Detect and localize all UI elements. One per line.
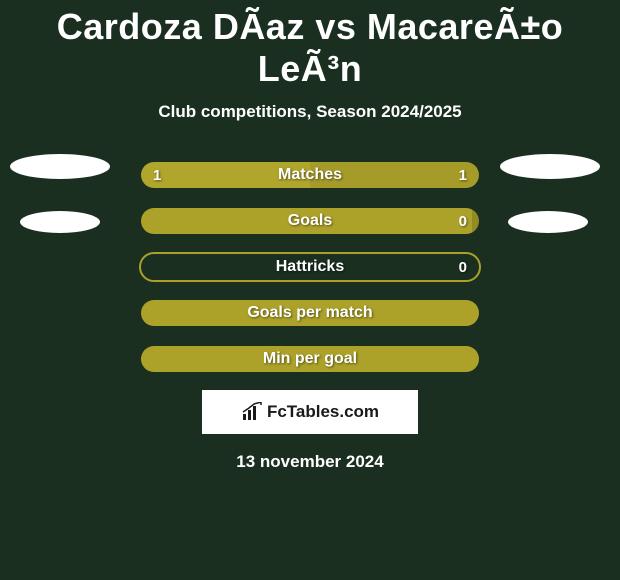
bar-label: Goals per match xyxy=(141,300,479,326)
logo-text: FcTables.com xyxy=(267,402,379,422)
stat-bar: Goals per match xyxy=(139,298,481,328)
stat-bar: Min per goal xyxy=(139,344,481,374)
bar-value-left: 1 xyxy=(153,162,161,188)
bar-value-right: 1 xyxy=(459,162,467,188)
bar-value-right: 0 xyxy=(459,208,467,234)
stat-bar: Hattricks0 xyxy=(139,252,481,282)
right-player-avatars xyxy=(500,154,600,233)
left-player-avatars xyxy=(10,154,110,233)
bar-label: Min per goal xyxy=(141,346,479,372)
bars-container: Matches11Goals0Hattricks0Goals per match… xyxy=(139,160,481,374)
comparison-chart: Matches11Goals0Hattricks0Goals per match… xyxy=(0,160,620,472)
page-title: Cardoza DÃ­az vs MacareÃ±o LeÃ³n xyxy=(0,0,620,90)
avatar-placeholder xyxy=(500,154,600,179)
bar-label: Goals xyxy=(141,208,479,234)
chart-icon xyxy=(241,402,265,422)
date-label: 13 november 2024 xyxy=(0,452,620,472)
stat-bar: Matches1 1 xyxy=(139,160,481,190)
avatar-placeholder xyxy=(10,154,110,179)
avatar-placeholder-small xyxy=(508,211,588,233)
logo-box: FcTables.com xyxy=(202,390,418,434)
stat-bar: Goals0 xyxy=(139,206,481,236)
subtitle: Club competitions, Season 2024/2025 xyxy=(0,102,620,122)
bar-value-right: 0 xyxy=(459,254,467,280)
bar-label: Matches xyxy=(141,162,479,188)
bar-label: Hattricks xyxy=(141,254,479,280)
avatar-placeholder-small xyxy=(20,211,100,233)
